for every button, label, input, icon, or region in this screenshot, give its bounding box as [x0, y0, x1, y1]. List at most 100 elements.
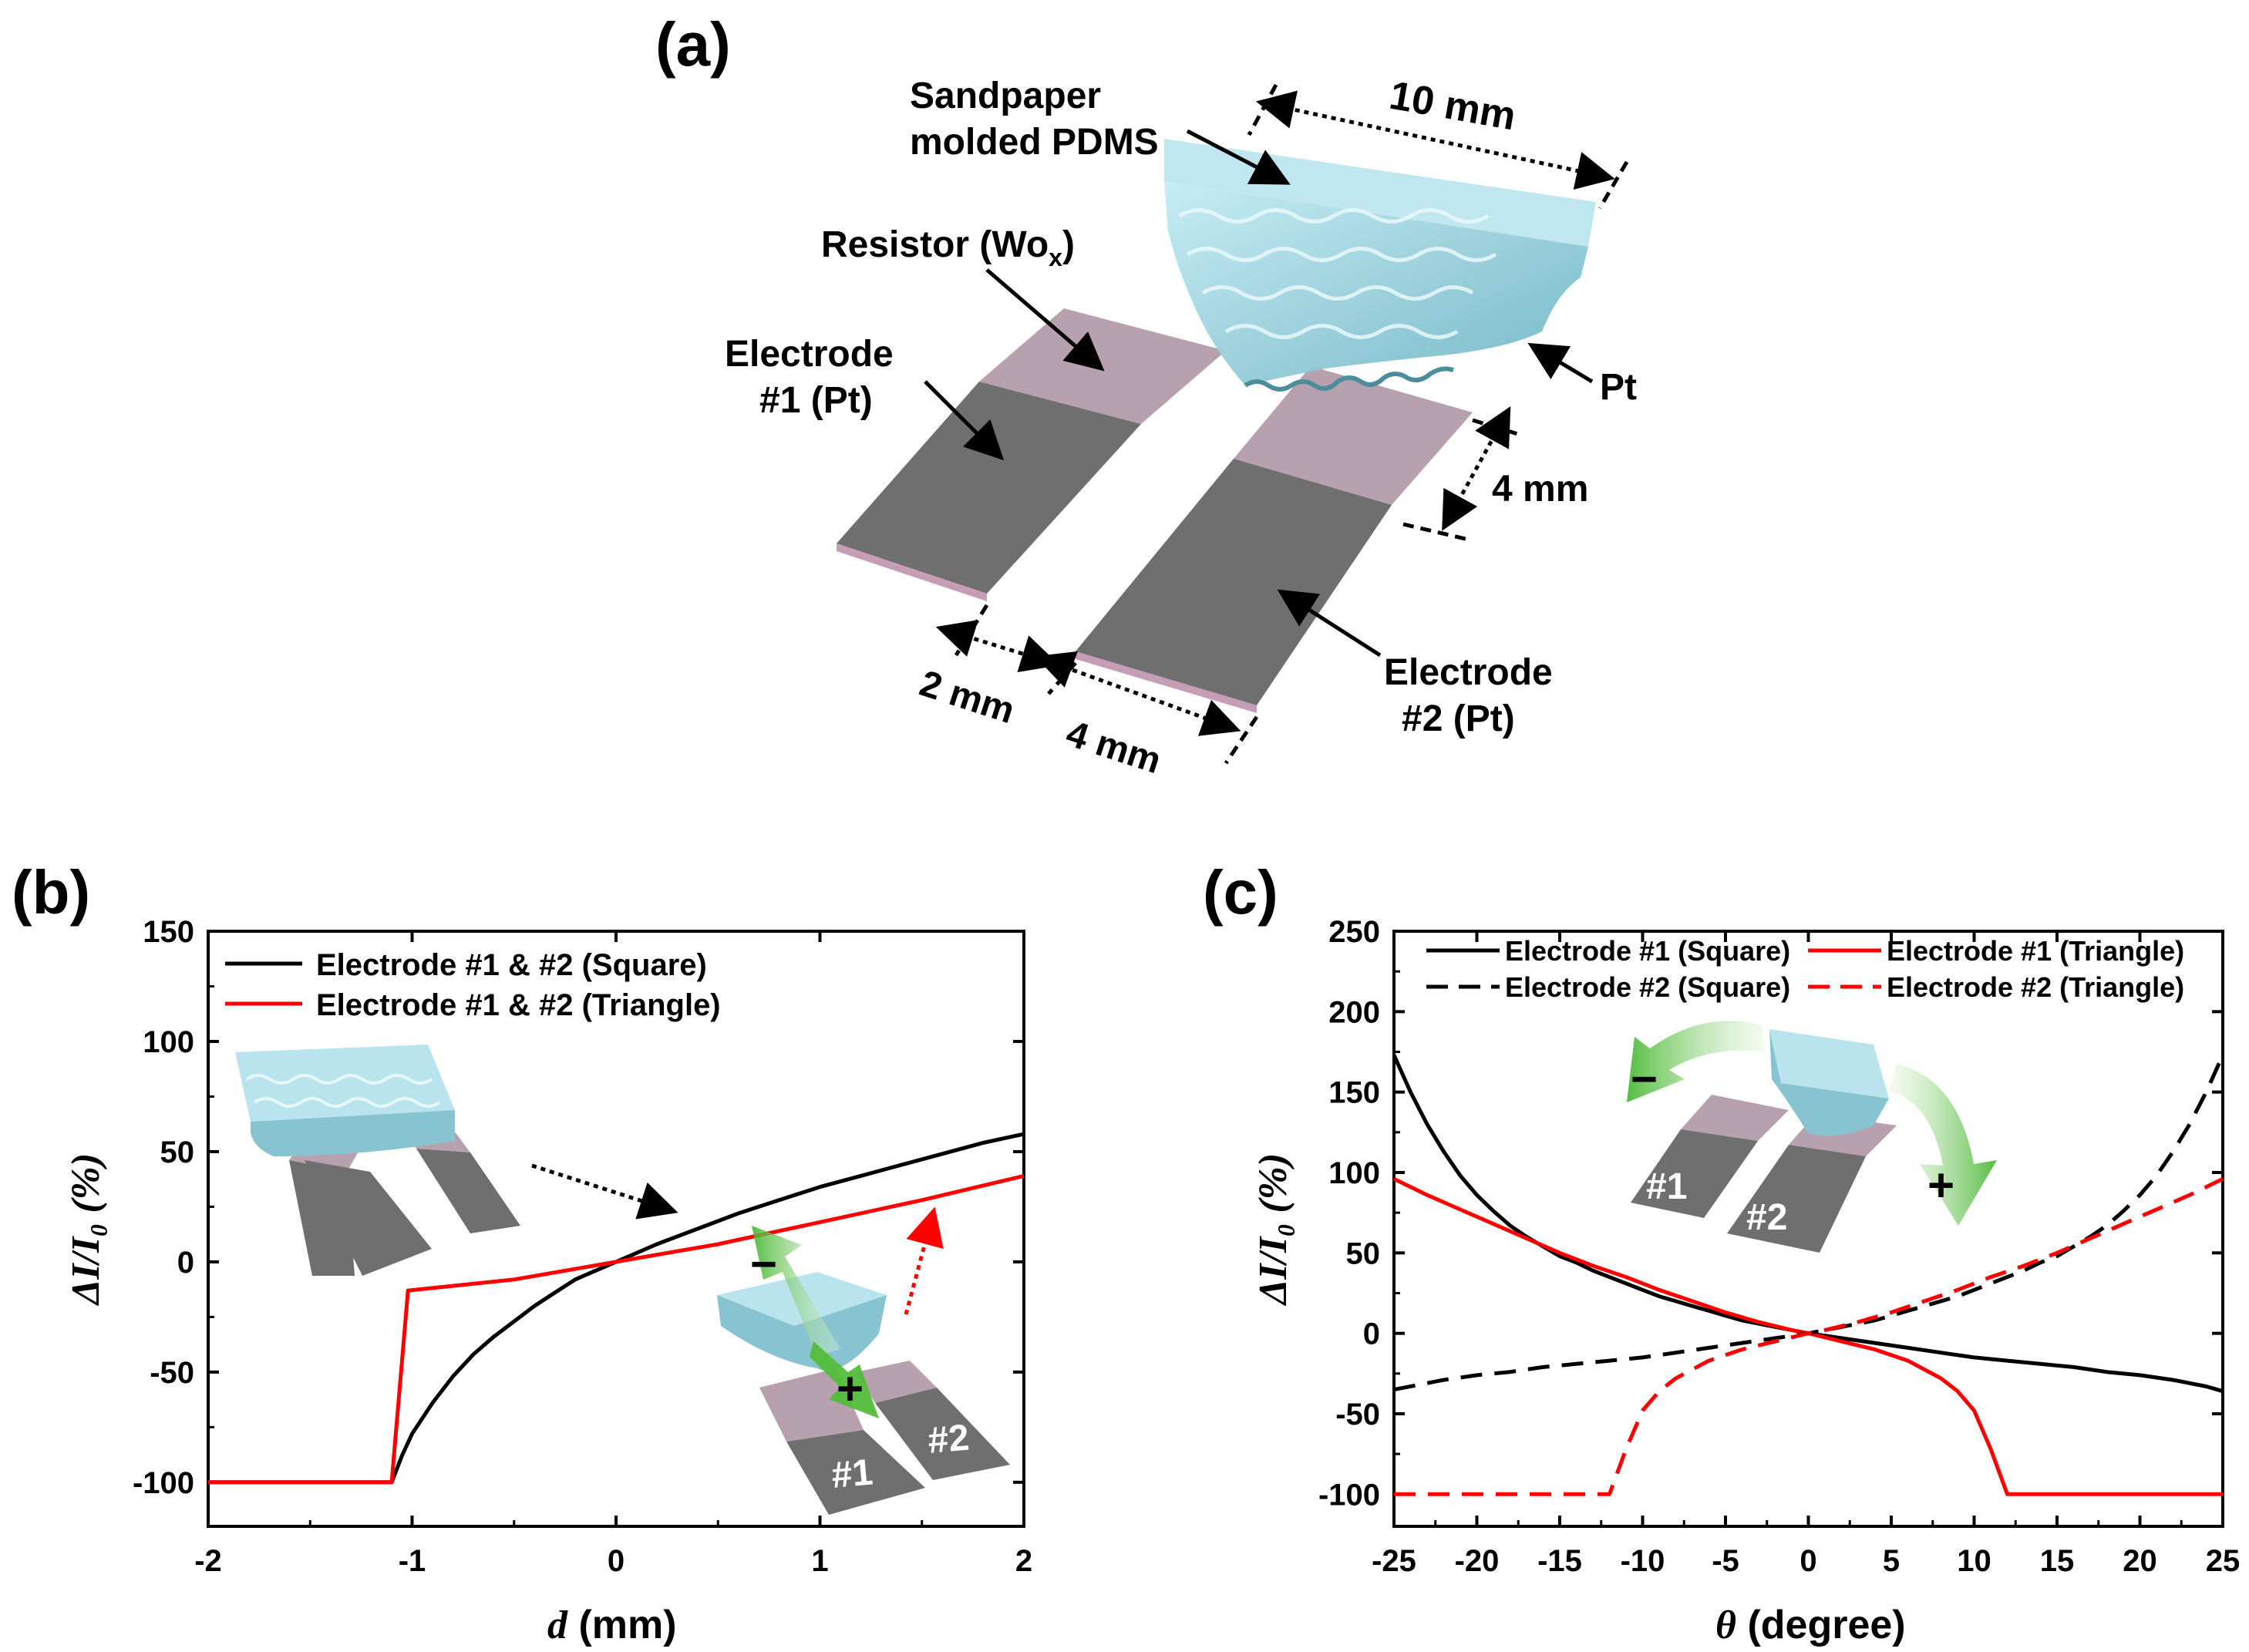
inset-c-label-electrode-1: #1 — [1646, 1166, 1687, 1207]
panel-c-chart: (c) -25 -20 -15 -10 -5 0 5 10 15 20 25-100-5005010… — [1203, 858, 2240, 1647]
inset-b2-label-electrode-2: #2 — [926, 1418, 971, 1462]
panel-c-y-tick-label-0: -100 — [1318, 1478, 1380, 1512]
inset-b2-pdms-body — [717, 1295, 887, 1371]
panel-c-y-tick-label-7: 250 — [1328, 915, 1380, 949]
dim-width-arrow — [1442, 405, 1511, 531]
inset-b2-electrode-1-resistor — [759, 1368, 864, 1442]
pdms-rough-bottom — [1244, 366, 1454, 392]
inset-b2-electrode-2-resistor — [856, 1361, 937, 1403]
panel-b-legend: Electrode #1 & #2 (Square) Electrode #1 … — [225, 948, 721, 1022]
panel-b-x-tick-label-3: 1 — [811, 1544, 828, 1578]
arrow-to-resistor — [985, 268, 1105, 372]
electrode-1-edge — [837, 543, 987, 601]
dim-gap-mid-tick — [1047, 661, 1077, 695]
inset-b2-plus-sign: + — [837, 1363, 864, 1415]
inset-c-green-arrow-left — [1627, 1021, 1766, 1102]
dim-label-length: 4 mm — [1062, 713, 1167, 782]
panel-c-series — [1392, 1054, 2225, 1496]
panel-b-inset-arrow-red — [904, 1206, 944, 1315]
panel-c-y-tick-label-2: 0 — [1363, 1317, 1380, 1351]
panel-b-y-tick-label-2: 0 — [177, 1246, 194, 1280]
dim-pdms-left-tick — [1247, 83, 1278, 136]
panel-c-x-axis-var: θ — [1715, 1603, 1736, 1647]
panel-c-y-tick-label-5: 150 — [1328, 1076, 1380, 1110]
panel-b-y-tick-label-3: 50 — [160, 1136, 195, 1169]
panel-c-x-tick-label-8: 15 — [2040, 1544, 2075, 1578]
label-resistor-close: ) — [1062, 224, 1075, 265]
inset-c-label-electrode-2: #2 — [1746, 1197, 1787, 1238]
pdms-wave-texture — [1178, 208, 1497, 339]
panel-c-series-2-line — [1393, 1054, 2225, 1392]
dim-label-electrode-width: 4 mm — [1492, 469, 1588, 510]
panel-b-chart: (b) -2 -1 0 1 2 -100 -50 0 50 100 150 d (mm) ΔI/I₀… — [12, 858, 1032, 1647]
panel-c-x-tick-label-7: 10 — [1957, 1544, 1991, 1578]
inset-b1-electrode-2 — [416, 1149, 520, 1233]
label-pdms-line1: Sandpaper — [910, 76, 1101, 116]
panel-b-legend-label-square: Electrode #1 & #2 (Square) — [316, 948, 707, 982]
inset-c-electrode-1-resistor — [1681, 1095, 1789, 1141]
arrow-to-electrode-1 — [924, 380, 1005, 461]
panel-a-schematic: (a) Sandpaper mo — [655, 10, 1637, 782]
dim-gap-left-tick — [954, 604, 989, 657]
panel-c-x-tick-label-0: -25 — [1372, 1544, 1416, 1578]
panel-c-x-axis-unit: (degree) — [1736, 1603, 1906, 1647]
inset-c-pdms-top — [1769, 1029, 1889, 1099]
panel-b-y-axis-label: ΔI/I₀ (%) — [64, 1153, 108, 1307]
label-resistor-main: Resistor (Wo — [821, 224, 1049, 265]
panel-b-y-tick-label-0: -100 — [133, 1466, 194, 1500]
label-resistor: Resistor (Wox) — [821, 224, 1075, 271]
panel-c-x-tick-label-6: 5 — [1883, 1544, 1900, 1578]
inset-b1-pdms-waves — [245, 1074, 441, 1108]
panel-c-legend-label-e1-square: Electrode #1 (Square) — [1505, 935, 1790, 967]
panel-c-inset-tilt-device: − + #1 #2 — [1627, 1021, 1997, 1253]
inset-b2-label-electrode-1: #1 — [830, 1452, 874, 1496]
panel-c-legend-label-e2-square: Electrode #2 (Square) — [1505, 971, 1790, 1003]
panel-b-series-1-line — [208, 1173, 1025, 1485]
panel-c-x-tick-label-5: 0 — [1800, 1544, 1816, 1578]
inset-b2-green-arrow-down — [810, 1341, 879, 1418]
panel-c-legend: Electrode #1 (Square) Electrode #1 (Tria… — [1426, 935, 2184, 1003]
panel-b-series — [208, 1132, 1025, 1485]
inset-b1-pdms-body — [251, 1110, 455, 1156]
panel-c-legend-label-e2-triangle: Electrode #2 (Triangle) — [1887, 971, 2184, 1003]
pdms-block-drawing — [1164, 139, 1596, 392]
panel-c-series-3-line — [1394, 1177, 2224, 1496]
inset-b1-electrode-1 — [305, 1160, 432, 1276]
inset-b2-electrode-1-pt — [786, 1430, 925, 1515]
arrow-to-electrode-2 — [1277, 589, 1382, 658]
panel-b-series-0-line — [208, 1132, 1025, 1485]
label-electrode-2-line2: #2 (Pt) — [1402, 698, 1515, 739]
panel-b-x-axis-label: d (mm) — [547, 1603, 677, 1647]
panel-c-series-0-line — [1392, 1054, 2224, 1394]
panel-c-y-tick-label-3: 50 — [1346, 1236, 1381, 1270]
dim-width-bottom-tick — [1402, 522, 1470, 542]
pointer-arrows — [924, 129, 1594, 658]
label-pdms: Sandpaper molded PDMS — [910, 76, 1159, 163]
dimension-lines — [935, 83, 1629, 765]
inset-c-minus-sign: − — [1631, 1053, 1658, 1105]
dim-pdms-right-tick — [1598, 160, 1629, 210]
panel-b-y-tick-label-4: 100 — [143, 1025, 194, 1059]
panel-b-legend-label-triangle: Electrode #1 & #2 (Triangle) — [316, 988, 721, 1022]
electrode-1-pt-segment — [837, 382, 1141, 594]
panel-c-y-tick-label-1: -50 — [1335, 1398, 1380, 1432]
panel-c-x-axis-label: θ (degree) — [1715, 1603, 1906, 1647]
panel-b-inset-shifted-device: − + #1 #2 — [717, 1226, 1010, 1515]
label-electrode-1-line1: Electrode — [725, 334, 894, 375]
panel-c-y-tick-label-6: 200 — [1328, 995, 1380, 1029]
panel-b-y-tick-label-1: -50 — [150, 1356, 194, 1390]
panel-b-y-tick-label-5: 150 — [143, 915, 194, 949]
dim-gap-arrow — [935, 620, 1060, 673]
inset-c-plus-sign: + — [1927, 1159, 1954, 1211]
panel-b-ticks: -2 -1 0 1 2 -100 -50 0 50 100 150 — [133, 915, 1032, 1578]
inset-c-pdms-body — [1769, 1029, 1889, 1136]
label-electrode-2-line1: Electrode — [1384, 652, 1553, 693]
panel-c-label: (c) — [1203, 858, 1278, 927]
inset-b2-minus-sign: − — [750, 1238, 777, 1290]
panel-b-x-tick-label-4: 2 — [1015, 1544, 1032, 1578]
inset-b2-electrode-2-pt — [875, 1388, 1010, 1480]
dim-width-top-tick — [1472, 418, 1523, 438]
panel-c-x-tick-label-10: 25 — [2206, 1544, 2241, 1578]
label-pdms-line2: molded PDMS — [910, 122, 1159, 163]
inset-c-electrode-1-pt — [1631, 1129, 1758, 1218]
